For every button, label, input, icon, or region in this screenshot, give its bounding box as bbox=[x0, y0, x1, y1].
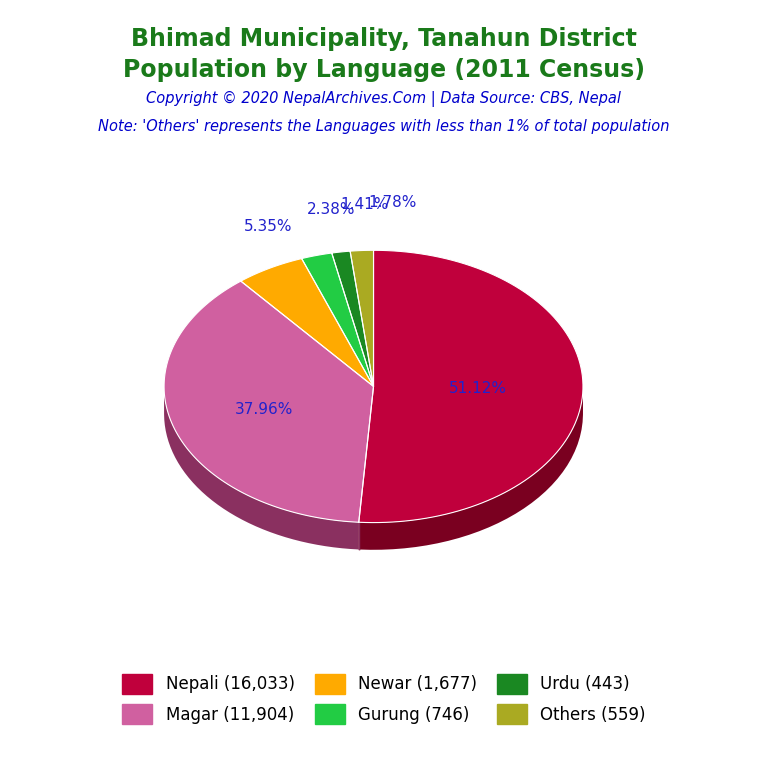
Text: Bhimad Municipality, Tanahun District: Bhimad Municipality, Tanahun District bbox=[131, 27, 637, 51]
Polygon shape bbox=[359, 388, 583, 550]
Polygon shape bbox=[164, 387, 359, 549]
Text: 1.78%: 1.78% bbox=[368, 195, 416, 210]
Legend: Nepali (16,033), Magar (11,904), Newar (1,677), Gurung (746), Urdu (443), Others: Nepali (16,033), Magar (11,904), Newar (… bbox=[114, 665, 654, 733]
Polygon shape bbox=[332, 251, 373, 386]
Polygon shape bbox=[359, 250, 583, 522]
Text: Population by Language (2011 Census): Population by Language (2011 Census) bbox=[123, 58, 645, 81]
Polygon shape bbox=[164, 281, 373, 522]
Polygon shape bbox=[302, 253, 373, 386]
Text: 2.38%: 2.38% bbox=[307, 202, 356, 217]
Text: Note: 'Others' represents the Languages with less than 1% of total population: Note: 'Others' represents the Languages … bbox=[98, 119, 670, 134]
Polygon shape bbox=[241, 259, 373, 386]
Text: 1.41%: 1.41% bbox=[340, 197, 389, 213]
Text: 37.96%: 37.96% bbox=[234, 402, 293, 416]
Text: Copyright © 2020 NepalArchives.Com | Data Source: CBS, Nepal: Copyright © 2020 NepalArchives.Com | Dat… bbox=[147, 91, 621, 107]
Text: 51.12%: 51.12% bbox=[449, 382, 507, 396]
Text: 5.35%: 5.35% bbox=[244, 220, 293, 234]
Polygon shape bbox=[350, 250, 373, 386]
